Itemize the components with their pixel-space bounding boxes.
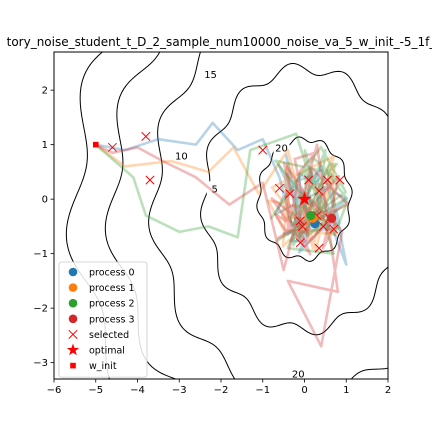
- y-tick-label: 0: [42, 195, 48, 206]
- contour-label: 10: [175, 152, 188, 163]
- selected-marker: [259, 146, 267, 154]
- final-point-process-2: [306, 211, 315, 220]
- x-tick-label: −5: [88, 385, 103, 396]
- legend-marker-process-2: [69, 299, 78, 308]
- x-tick-label: 0: [301, 385, 307, 396]
- x-tick-label: 1: [343, 385, 349, 396]
- contour-label-bg: [88, 10, 104, 23]
- x-tick-label: −4: [130, 385, 145, 396]
- legend: process 0 process 1 process 2 process 3 sele…: [59, 262, 147, 377]
- y-axis: −3 −2 −1 0 1 2: [33, 86, 54, 370]
- x-tick-label: −3: [172, 385, 187, 396]
- legend-label: process 1: [89, 283, 135, 294]
- x-axis: −6 −5 −4 −3 −2 −1 0 1 2: [47, 379, 392, 396]
- x-tick-label: −1: [255, 385, 270, 396]
- final-point-process-3: [327, 214, 336, 223]
- contour-label: 40: [89, 13, 102, 24]
- y-tick-label: 2: [42, 86, 48, 97]
- legend-marker-process-0: [69, 268, 78, 277]
- selected-marker: [146, 176, 154, 184]
- y-tick-label: −3: [33, 358, 48, 369]
- contour-label: 15: [346, 13, 359, 24]
- y-tick-label: −1: [33, 249, 48, 260]
- legend-label: process 0: [89, 268, 135, 279]
- chart-title: tory_noise_student_t_D_2_sample_num10000…: [7, 35, 432, 49]
- selected-marker: [142, 132, 150, 140]
- legend-label: process 2: [89, 299, 135, 310]
- w-init-square-icon: [93, 142, 99, 148]
- x-tick-label: 2: [385, 385, 391, 396]
- legend-label: process 3: [89, 314, 135, 325]
- y-tick-label: −2: [33, 304, 48, 315]
- legend-label: selected: [89, 330, 129, 341]
- y-tick-label: 1: [42, 140, 48, 151]
- legend-marker-w-init: [70, 363, 76, 369]
- contour-label-bg: [345, 10, 361, 23]
- contour-line-20: [105, 0, 432, 432]
- contour-label: 15: [204, 70, 217, 81]
- legend-marker-process-1: [69, 283, 78, 292]
- legend-marker-process-3: [69, 315, 78, 324]
- x-tick-label: −6: [47, 385, 62, 396]
- legend-label: optimal: [89, 346, 125, 357]
- x-tick-label: −2: [214, 385, 229, 396]
- legend-label: w_init: [89, 361, 117, 372]
- contour-line-15: [149, 0, 432, 403]
